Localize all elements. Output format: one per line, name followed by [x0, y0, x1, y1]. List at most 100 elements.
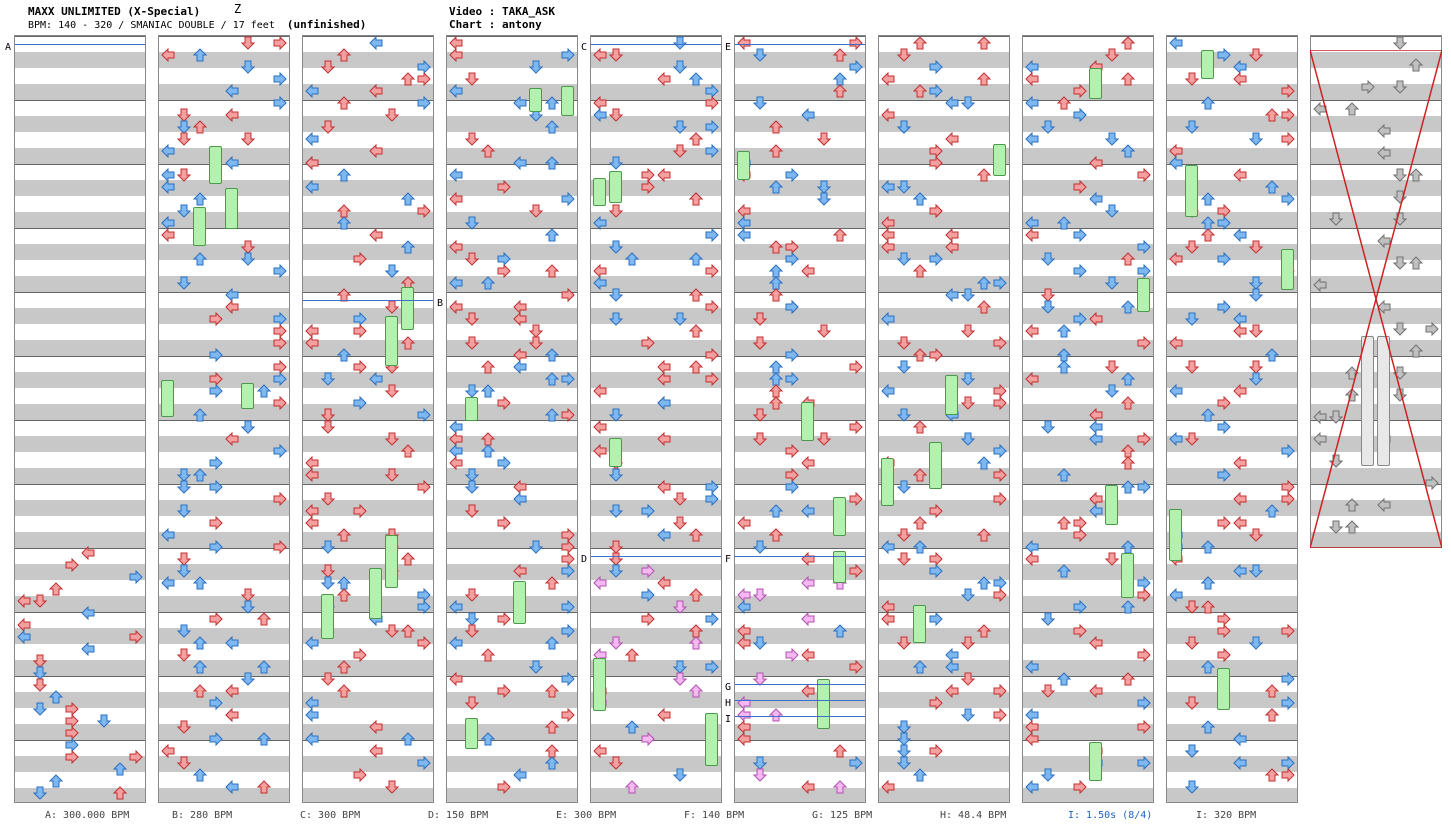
red-arrow-icon — [129, 630, 143, 644]
blue-arrow-icon — [209, 480, 223, 494]
beat-stripe — [303, 724, 433, 740]
blue-arrow-icon — [337, 348, 351, 362]
measure-line — [735, 740, 865, 802]
blue-arrow-icon — [257, 384, 271, 398]
beat-stripe — [447, 372, 577, 388]
beat-stripe — [303, 596, 433, 612]
blue-arrow-icon — [1041, 300, 1055, 314]
blue-arrow-icon — [305, 636, 319, 650]
measure-line — [591, 100, 721, 164]
blue-arrow-icon — [209, 540, 223, 554]
red-arrow-icon — [529, 324, 543, 338]
beat-stripe — [591, 724, 721, 740]
red-arrow-icon — [1217, 516, 1231, 530]
red-arrow-icon — [961, 324, 975, 338]
blue-arrow-icon — [465, 468, 479, 482]
freeze-arrow-icon — [529, 88, 542, 112]
blue-arrow-icon — [161, 144, 175, 158]
red-arrow-icon — [1089, 684, 1103, 698]
red-arrow-icon — [625, 648, 639, 662]
red-arrow-icon — [33, 678, 47, 692]
footer-bpm-h: H: 48.4 BPM — [940, 810, 1007, 821]
blue-arrow-icon — [417, 408, 431, 422]
measure-line — [1311, 228, 1441, 292]
blue-arrow-icon — [161, 180, 175, 194]
blue-arrow-icon — [1089, 504, 1103, 518]
blue-arrow-icon — [609, 240, 623, 254]
beat-stripe — [303, 660, 433, 676]
red-arrow-icon — [929, 348, 943, 362]
blue-arrow-icon — [529, 540, 543, 554]
measure-line — [159, 420, 289, 484]
red-arrow-icon — [1089, 156, 1103, 170]
freeze-arrow-icon — [1121, 553, 1134, 598]
red-arrow-icon — [401, 444, 415, 458]
blue-arrow-icon — [241, 420, 255, 434]
blue-arrow-icon — [241, 60, 255, 74]
blue-arrow-icon — [241, 672, 255, 686]
red-arrow-icon — [465, 312, 479, 326]
blue-arrow-icon — [1073, 600, 1087, 614]
red-arrow-icon — [689, 588, 703, 602]
beat-stripe — [1311, 468, 1441, 484]
beat-stripe — [1311, 116, 1441, 132]
blue-arrow-icon — [17, 630, 31, 644]
red-arrow-icon — [81, 546, 95, 560]
measure-line — [879, 292, 1009, 356]
measure-line — [1023, 676, 1153, 740]
measure-line — [1023, 420, 1153, 484]
beat-stripe — [1023, 116, 1153, 132]
chart-column — [302, 35, 434, 803]
blue-arrow-icon — [881, 312, 895, 326]
blue-arrow-icon — [1201, 660, 1215, 674]
red-arrow-icon — [513, 564, 527, 578]
beat-stripe — [879, 148, 1009, 164]
beat-stripe — [15, 564, 145, 580]
beat-stripe — [879, 308, 1009, 324]
beat-stripe — [591, 276, 721, 292]
red-arrow-icon — [177, 108, 191, 122]
freeze-arrow-icon — [817, 679, 830, 729]
measure-line — [447, 484, 577, 548]
freeze-arrow-icon — [737, 151, 750, 180]
blue-arrow-icon — [465, 384, 479, 398]
red-arrow-icon — [1025, 72, 1039, 86]
blue-arrow-icon — [449, 168, 463, 182]
pink-arrow-icon — [641, 564, 655, 578]
freeze-arrow-icon — [945, 375, 958, 415]
red-arrow-icon — [1089, 636, 1103, 650]
measure-line — [447, 740, 577, 802]
red-arrow-icon — [337, 528, 351, 542]
difficulty-mark: Z — [234, 2, 242, 16]
beat-stripe — [735, 660, 865, 676]
blue-arrow-icon — [273, 444, 287, 458]
blue-arrow-icon — [177, 504, 191, 518]
beat-stripe — [735, 596, 865, 612]
blue-arrow-icon — [1233, 564, 1247, 578]
red-arrow-icon — [321, 564, 335, 578]
blue-arrow-icon — [897, 480, 911, 494]
beat-stripe — [303, 404, 433, 420]
freeze-arrow-icon — [833, 551, 846, 583]
red-arrow-icon — [849, 660, 863, 674]
beat-stripe — [735, 212, 865, 228]
section-letter-i: I — [725, 714, 732, 725]
blue-arrow-icon — [1121, 600, 1135, 614]
red-arrow-icon — [1057, 96, 1071, 110]
beat-stripe — [591, 372, 721, 388]
blue-arrow-icon — [369, 36, 383, 50]
measure-line — [159, 292, 289, 356]
red-arrow-icon — [993, 396, 1007, 410]
beat-stripe — [735, 180, 865, 196]
red-arrow-icon — [561, 708, 575, 722]
blue-arrow-icon — [625, 252, 639, 266]
red-arrow-icon — [833, 48, 847, 62]
blue-arrow-icon — [305, 132, 319, 146]
beat-stripe — [447, 692, 577, 708]
blue-arrow-icon — [1265, 504, 1279, 518]
blue-arrow-icon — [609, 504, 623, 518]
blue-arrow-icon — [529, 60, 543, 74]
red-arrow-icon — [897, 336, 911, 350]
freeze-arrow-icon — [593, 658, 606, 711]
measure-line — [1167, 676, 1297, 740]
